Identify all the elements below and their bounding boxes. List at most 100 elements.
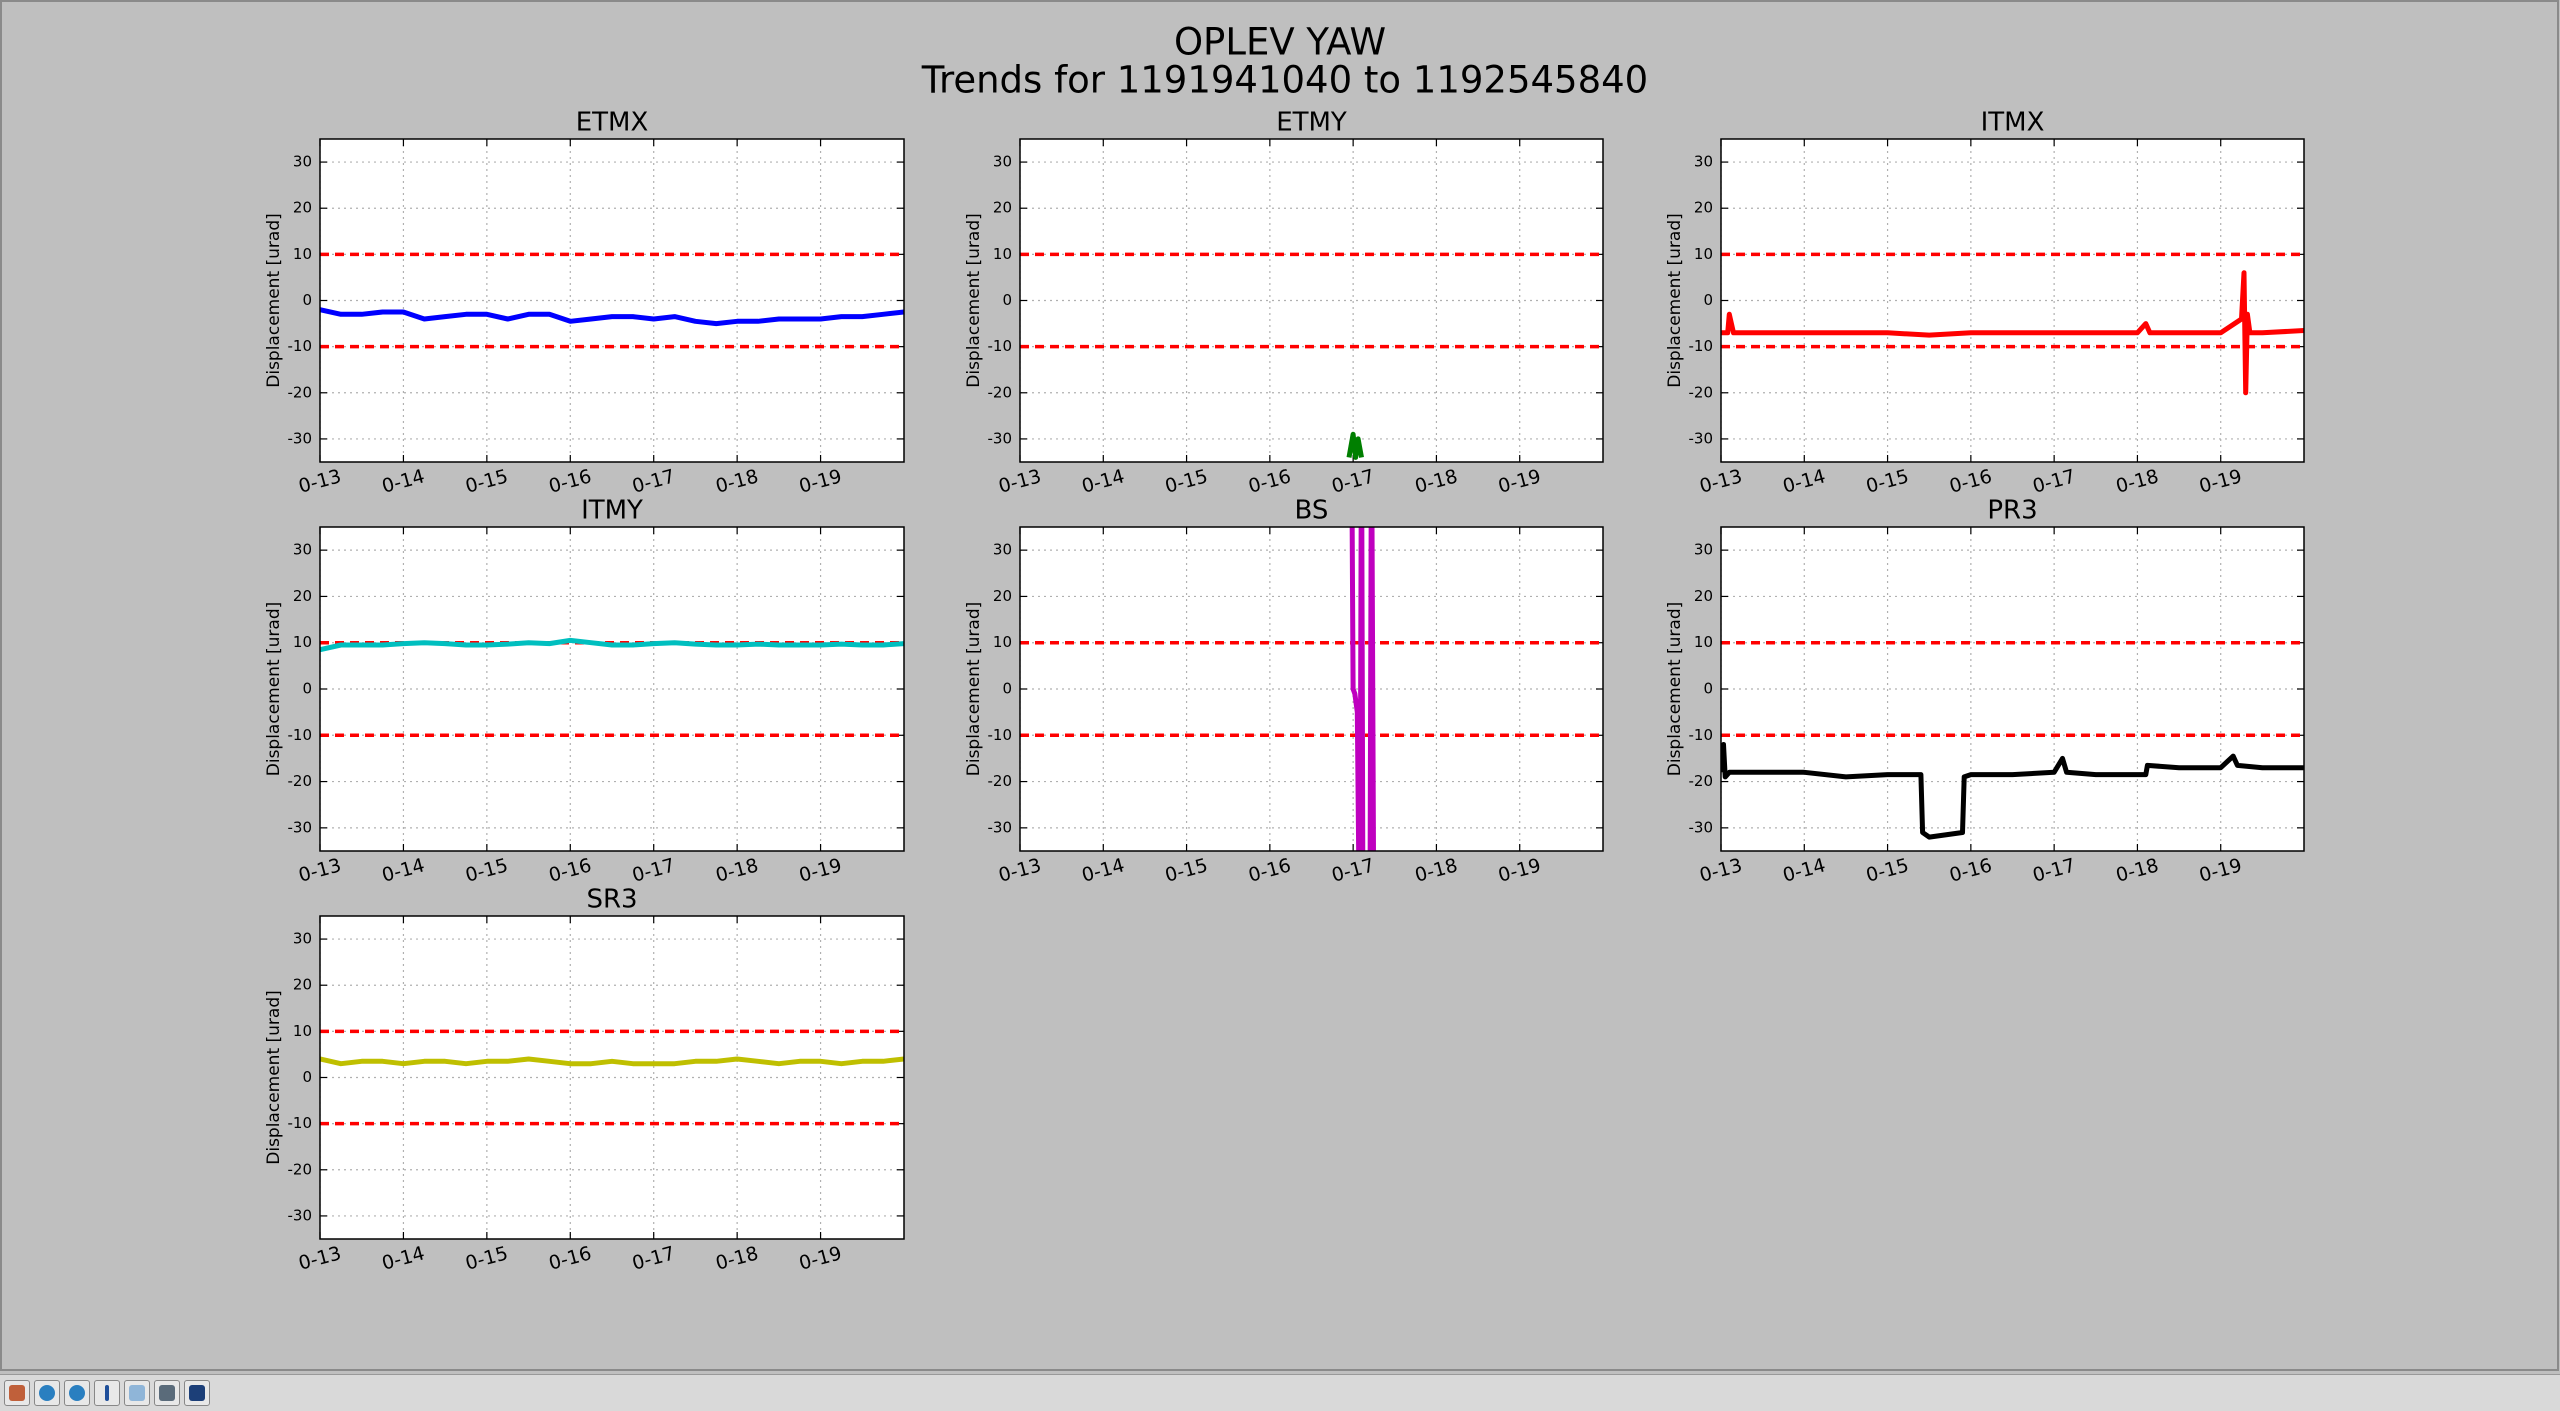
y-tick-label: 0 xyxy=(302,1068,312,1086)
y-tick-label: -10 xyxy=(288,1114,313,1132)
y-tick-label: -30 xyxy=(288,1206,313,1224)
y-tick-label: 30 xyxy=(293,930,312,948)
plot-area xyxy=(1721,139,2304,462)
y-tick-label: -10 xyxy=(988,337,1013,355)
y-tick-label: 20 xyxy=(293,587,312,605)
y-tick-label: -30 xyxy=(988,429,1013,447)
plot-frame xyxy=(319,526,905,852)
y-tick-label: 10 xyxy=(293,1022,312,1040)
data-line xyxy=(1721,742,2304,840)
data-line xyxy=(320,1056,904,1067)
y-tick-label: -20 xyxy=(988,772,1013,790)
subplot-title: BS xyxy=(1295,496,1329,526)
y-tick-label: 0 xyxy=(1703,291,1713,309)
y-axis-label: Displacement [urad] xyxy=(264,990,284,1165)
figure-title: OPLEV YAW xyxy=(1174,21,1386,64)
toolbar xyxy=(0,1374,2560,1411)
y-tick-label: -20 xyxy=(288,383,313,401)
y-tick-label: 0 xyxy=(1002,680,1012,698)
y-axis-label: Displacement [urad] xyxy=(964,602,984,777)
subplot-title: PR3 xyxy=(1987,496,2037,526)
y-tick-label: -20 xyxy=(288,772,313,790)
plot-area xyxy=(320,139,904,462)
figure-subtitle: Trends for 1191941040 to 1192545840 xyxy=(921,59,1648,102)
save-button[interactable] xyxy=(184,1380,210,1406)
data-line xyxy=(1349,527,1376,851)
y-tick-label: -10 xyxy=(1689,337,1714,355)
y-tick-label: -10 xyxy=(288,337,313,355)
y-tick-label: -20 xyxy=(288,1160,313,1178)
back-button[interactable] xyxy=(34,1380,60,1406)
y-tick-label: 0 xyxy=(1703,680,1713,698)
subplot-title: ITMX xyxy=(1981,108,2045,138)
zoom-button[interactable] xyxy=(124,1380,150,1406)
subplot-title: ETMX xyxy=(576,108,649,138)
y-tick-label: 30 xyxy=(293,541,312,559)
plot-area xyxy=(1721,527,2304,851)
y-tick-label: 30 xyxy=(993,153,1012,171)
plot-area xyxy=(1020,139,1603,462)
home-button[interactable] xyxy=(4,1380,30,1406)
plot-frame xyxy=(1720,138,2305,463)
y-tick-label: 0 xyxy=(1002,291,1012,309)
y-axis-label: Displacement [urad] xyxy=(264,213,284,388)
y-tick-label: -30 xyxy=(988,818,1013,836)
y-tick-label: 10 xyxy=(993,633,1012,651)
y-tick-label: -20 xyxy=(988,383,1013,401)
plot-area xyxy=(320,916,904,1239)
y-tick-label: 10 xyxy=(1694,633,1713,651)
y-tick-label: 20 xyxy=(993,199,1012,217)
y-tick-label: -30 xyxy=(1689,818,1714,836)
plot-area xyxy=(1020,527,1603,851)
y-tick-label: -20 xyxy=(1689,383,1714,401)
pan-button[interactable] xyxy=(94,1380,120,1406)
plot-frame xyxy=(1019,138,1604,463)
y-tick-label: 20 xyxy=(293,199,312,217)
data-line xyxy=(320,307,904,327)
plot-frame xyxy=(319,915,905,1240)
y-axis-label: Displacement [urad] xyxy=(1665,213,1685,388)
y-tick-label: 10 xyxy=(1694,245,1713,263)
y-tick-label: 10 xyxy=(293,245,312,263)
y-axis-label: Displacement [urad] xyxy=(1665,602,1685,777)
y-tick-label: 20 xyxy=(1694,199,1713,217)
y-tick-label: -10 xyxy=(1689,726,1714,744)
y-tick-label: -30 xyxy=(288,818,313,836)
y-tick-label: -10 xyxy=(988,726,1013,744)
plot-frame xyxy=(1720,526,2305,852)
subplot-title: ETMY xyxy=(1276,108,1347,138)
y-tick-label: 20 xyxy=(293,976,312,994)
y-tick-label: 10 xyxy=(993,245,1012,263)
y-tick-label: 30 xyxy=(1694,541,1713,559)
subplot-title: ITMY xyxy=(581,496,643,526)
y-tick-label: -30 xyxy=(288,429,313,447)
y-tick-label: 0 xyxy=(302,291,312,309)
data-line xyxy=(1721,270,2304,396)
y-tick-label: 20 xyxy=(993,587,1012,605)
forward-button[interactable] xyxy=(64,1380,90,1406)
data-line xyxy=(1346,431,1364,460)
plot-frame xyxy=(1019,526,1604,852)
y-tick-label: 20 xyxy=(1694,587,1713,605)
plot-area xyxy=(320,527,904,851)
y-tick-label: -10 xyxy=(288,726,313,744)
subplot-title: SR3 xyxy=(586,885,637,915)
subplots-button[interactable] xyxy=(154,1380,180,1406)
y-axis-label: Displacement [urad] xyxy=(264,602,284,777)
y-tick-label: -20 xyxy=(1689,772,1714,790)
y-axis-label: Displacement [urad] xyxy=(964,213,984,388)
figure: OPLEV YAW Trends for 1191941040 to 11925… xyxy=(0,0,2559,1371)
y-tick-label: 10 xyxy=(293,633,312,651)
y-tick-label: 30 xyxy=(993,541,1012,559)
y-tick-label: 0 xyxy=(302,680,312,698)
data-line xyxy=(320,637,904,653)
y-tick-label: -30 xyxy=(1689,429,1714,447)
plot-frame xyxy=(319,138,905,463)
